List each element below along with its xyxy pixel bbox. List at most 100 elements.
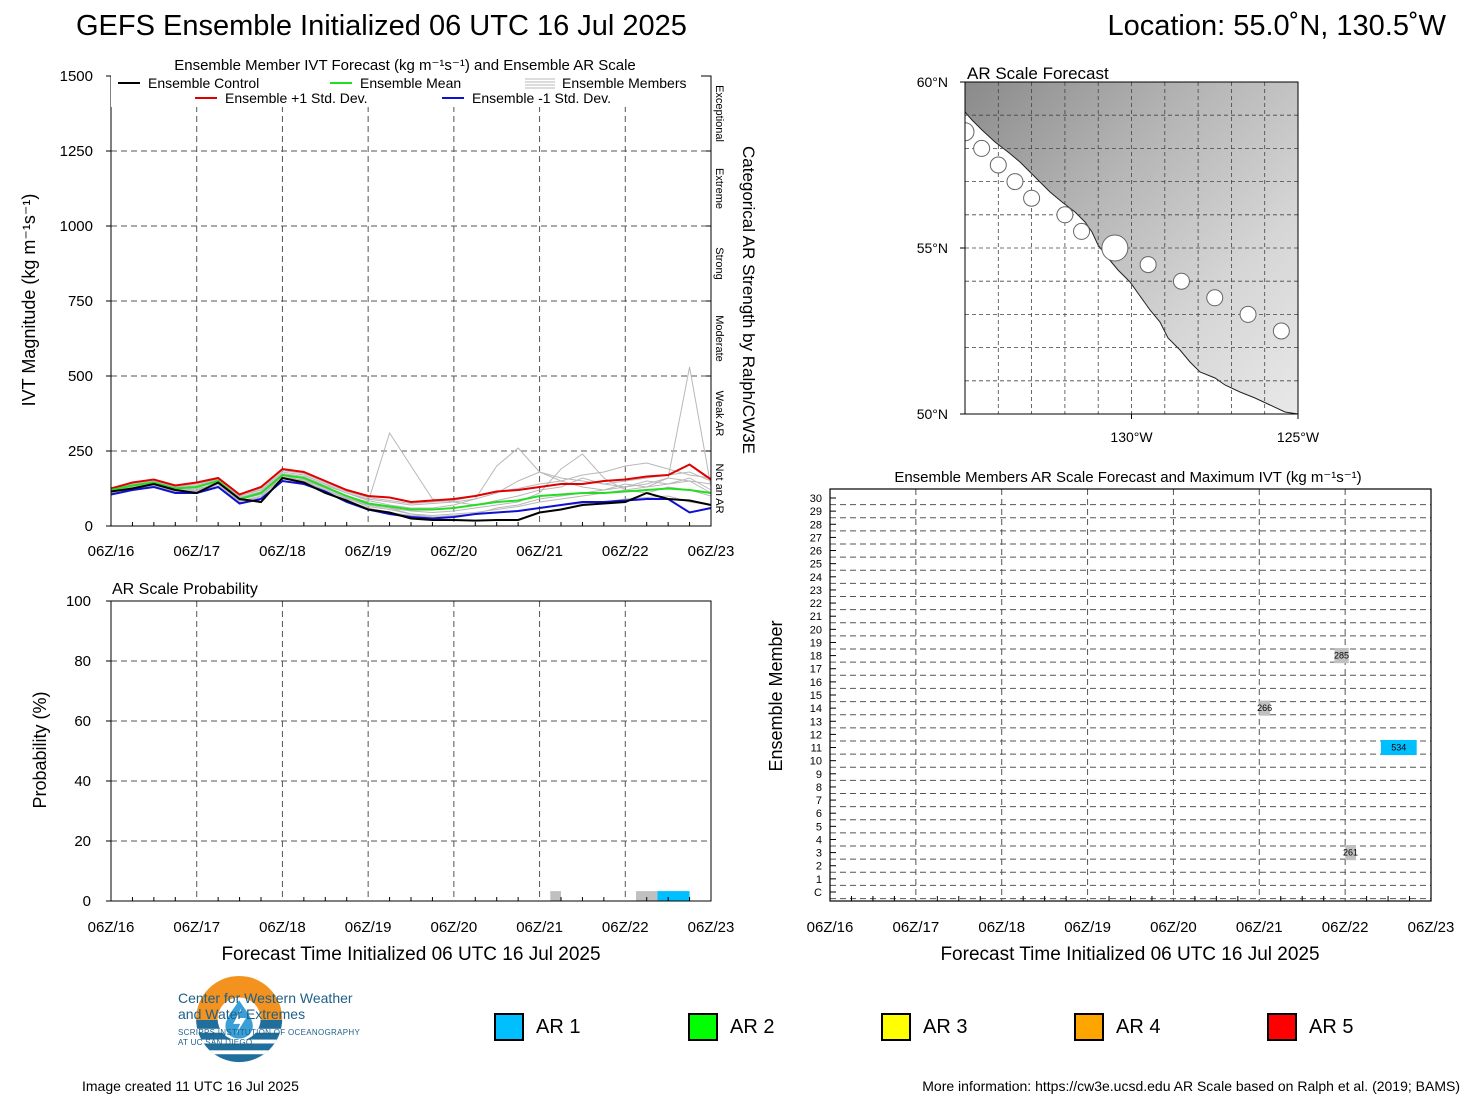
map-lat-label: 50°N <box>917 406 948 422</box>
map-point <box>1272 322 1290 340</box>
map-point <box>1239 305 1257 323</box>
ivt-y-axis-label: IVT Magnitude (kg m⁻¹s⁻¹) <box>19 194 39 407</box>
members-frame <box>829 488 1432 902</box>
members-ytick-label: 22 <box>810 598 822 610</box>
members-ytick-label: 27 <box>810 532 822 544</box>
members-xtick-label: 06Z/21 <box>1236 919 1283 936</box>
map-lat-label: 55°N <box>917 240 948 256</box>
members-ytick-label: 19 <box>810 637 822 649</box>
members-ytick-label: 10 <box>810 756 822 768</box>
members-xtick-label: 06Z/20 <box>1150 919 1197 936</box>
ivt-legend-label: Ensemble -1 Std. Dev. <box>472 90 611 106</box>
legend-swatch-ar5 <box>1267 1013 1297 1041</box>
members-cell <box>1259 700 1271 716</box>
map-point <box>1023 189 1041 207</box>
ivt-xtick-label: 06Z/20 <box>431 543 478 560</box>
map-lon-label: 130°W <box>1110 429 1153 445</box>
members-ytick-label: 7 <box>816 795 822 807</box>
ivt-member-line <box>110 462 712 505</box>
ivt-xtick-label: 06Z/19 <box>345 543 392 560</box>
legend-label-ar3: AR 3 <box>923 1015 968 1038</box>
members-cells: 285 266 534 261 <box>1257 648 1417 861</box>
ivt-right-axis-label: Categorical AR Strength by Ralph/CW3E <box>739 146 758 454</box>
ivt-legend-label: Ensemble +1 Std. Dev. <box>225 90 368 106</box>
ivt-series-lines <box>110 463 712 522</box>
prob-xtick-label: 06Z/23 <box>688 919 735 936</box>
members-grid <box>830 489 1431 901</box>
prob-bar <box>657 891 690 901</box>
ivt-ytick-label: 1250 <box>60 143 93 160</box>
ivt-member-lines <box>110 366 712 518</box>
ivt-category-label: Not an AR <box>713 463 725 513</box>
map-point <box>1206 289 1224 307</box>
ivt-series-line <box>110 476 712 522</box>
legend-item-ar5: AR 5 <box>1267 1012 1353 1042</box>
ivt-category-label: Exceptional <box>713 85 725 142</box>
members-ytick-label: 17 <box>810 664 822 676</box>
members-xtick-label: 06Z/16 <box>807 919 854 936</box>
page-title: GEFS Ensemble Initialized 06 UTC 16 Jul … <box>76 10 687 42</box>
ivt-xtick-label: 06Z/22 <box>602 543 649 560</box>
legend-label-ar1: AR 1 <box>536 1015 581 1038</box>
members-ytick-label: 21 <box>810 611 822 623</box>
ivt-axes: 0 250 500 750 1000 1250 1500 06Z/16 06Z/17 06Z/18… <box>60 68 735 560</box>
members-ytick-label: C <box>814 887 822 899</box>
prob-xtick-label: 06Z/22 <box>602 919 649 936</box>
members-ytick-label: 9 <box>816 769 822 781</box>
ivt-chart-title: Ensemble Member IVT Forecast (kg m⁻¹s⁻¹)… <box>174 57 636 74</box>
members-x-axis-label: Forecast Time Initialized 06 UTC 16 Jul … <box>940 944 1319 965</box>
prob-xtick-label: 06Z/21 <box>516 919 563 936</box>
legend-swatch-ar3 <box>881 1013 911 1041</box>
members-ytick-label: 28 <box>810 519 822 531</box>
members-chart: Ensemble Members AR Scale Forecast and M… <box>766 469 1454 965</box>
map-points <box>965 122 1290 340</box>
legend-item-ar4: AR 4 <box>1074 1012 1160 1042</box>
prob-xtick-label: 06Z/17 <box>173 919 220 936</box>
map-axes: 60°N 55°N 50°N 130°W 125°W <box>917 74 1320 445</box>
ivt-legend-label: Ensemble Mean <box>360 75 461 91</box>
ivt-series-line <box>110 463 712 504</box>
map-point <box>1101 234 1129 262</box>
ivt-xtick-label: 06Z/23 <box>688 543 735 560</box>
prob-chart-title: AR Scale Probability <box>112 581 258 598</box>
logo-title-line1: Center for Western Weather <box>178 990 353 1006</box>
ivt-category-label: Moderate <box>713 315 725 361</box>
members-cell <box>1334 648 1349 664</box>
members-ytick-label: 13 <box>810 716 822 728</box>
map-point <box>1006 173 1024 191</box>
legend-swatch-ar4 <box>1074 1013 1104 1041</box>
logo-sub-line2: AT UC SAN DIEGO <box>178 1038 253 1047</box>
members-cell <box>1345 845 1356 861</box>
members-ytick-label: 24 <box>810 572 822 584</box>
members-ytick-label: 23 <box>810 585 822 597</box>
ivt-ytick-label: 500 <box>68 368 93 385</box>
prob-ytick-label: 20 <box>74 833 91 850</box>
map-lon-label: 125°W <box>1277 429 1320 445</box>
members-cell-ivt: 266 <box>1257 703 1272 713</box>
location-title: Location: 55.0˚N, 130.5˚W <box>1107 10 1446 42</box>
legend-label-ar5: AR 5 <box>1309 1015 1354 1038</box>
legend-item-ar3: AR 3 <box>881 1012 967 1042</box>
members-ytick-label: 15 <box>810 690 822 702</box>
prob-ytick-label: 0 <box>83 893 91 910</box>
ivt-category-label: Extreme <box>713 168 725 209</box>
ivt-chart: Ensemble Member IVT Forecast (kg m⁻¹s⁻¹)… <box>19 57 758 560</box>
ivt-ytick-label: 0 <box>85 518 93 535</box>
members-ytick-label: 20 <box>810 624 822 636</box>
members-ytick-label: 4 <box>816 834 822 846</box>
map-land <box>965 82 1298 414</box>
map-point <box>989 156 1007 174</box>
map-point <box>1073 222 1091 240</box>
ivt-xtick-label: 06Z/17 <box>173 543 220 560</box>
legend-swatch-ar2 <box>688 1013 718 1041</box>
prob-xtick-label: 06Z/19 <box>345 919 392 936</box>
ivt-category-labels: Not an AR Weak AR Moderate Strong Extreme Exc… <box>706 75 725 514</box>
members-ytick-label: 6 <box>816 808 822 820</box>
map-title: AR Scale Forecast <box>967 64 1109 83</box>
prob-ytick-label: 80 <box>74 653 91 670</box>
legend-label-ar4: AR 4 <box>1116 1015 1161 1038</box>
footer-created: Image created 11 UTC 16 Jul 2025 <box>82 1078 299 1094</box>
members-cell-ivt: 261 <box>1343 848 1358 858</box>
members-xtick-label: 06Z/18 <box>978 919 1025 936</box>
